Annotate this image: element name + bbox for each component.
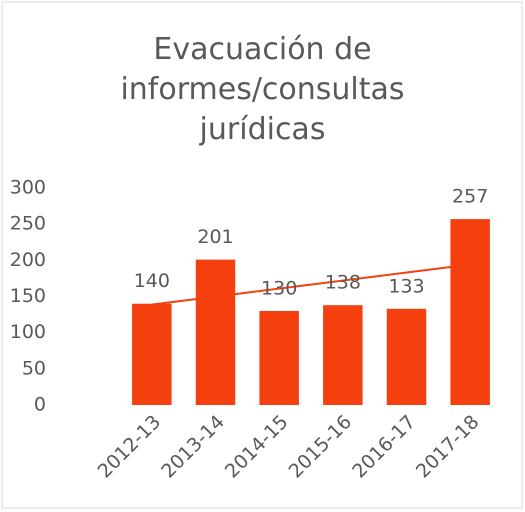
- y-tick-label: 150: [10, 285, 46, 307]
- x-tick-label: 2014-15: [221, 411, 293, 483]
- data-label: 133: [388, 275, 424, 297]
- y-tick-label: 0: [34, 394, 46, 416]
- x-tick-label: 2013-14: [157, 411, 229, 483]
- data-label: 257: [452, 186, 488, 208]
- data-label: 138: [325, 272, 361, 294]
- bar: [323, 305, 363, 405]
- x-tick-label: 2017-18: [412, 411, 484, 483]
- data-label: 130: [261, 277, 297, 299]
- y-tick-label: 300: [10, 177, 46, 199]
- bar: [259, 310, 299, 405]
- data-label: 201: [197, 226, 233, 248]
- bar: [132, 303, 172, 405]
- trendline: [151, 263, 471, 306]
- bar: [386, 308, 427, 405]
- x-tick-label: 2015-16: [285, 411, 357, 483]
- data-label: 140: [134, 270, 170, 292]
- bar: [450, 219, 490, 405]
- y-tick-label: 200: [10, 249, 46, 271]
- chart-title: Evacuación de informes/consultas jurídic…: [120, 32, 405, 147]
- y-tick-label: 50: [22, 357, 46, 379]
- y-tick-label: 100: [10, 321, 46, 343]
- y-tick-label: 250: [10, 213, 46, 235]
- bar: [195, 259, 236, 405]
- x-tick-label: 2012-13: [94, 411, 166, 483]
- x-tick-label: 2016-17: [348, 411, 420, 483]
